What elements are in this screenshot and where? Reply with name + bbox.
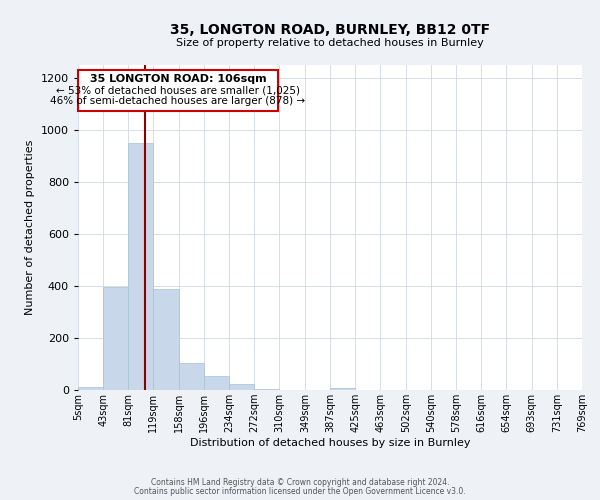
- X-axis label: Distribution of detached houses by size in Burnley: Distribution of detached houses by size …: [190, 438, 470, 448]
- Bar: [229, 384, 254, 390]
- Y-axis label: Number of detached properties: Number of detached properties: [25, 140, 35, 315]
- Bar: [128, 143, 153, 390]
- FancyBboxPatch shape: [78, 70, 278, 110]
- Text: Contains public sector information licensed under the Open Government Licence v3: Contains public sector information licen…: [134, 487, 466, 496]
- Text: 35, LONGTON ROAD, BURNLEY, BB12 0TF: 35, LONGTON ROAD, BURNLEY, BB12 0TF: [170, 22, 490, 36]
- Text: Size of property relative to detached houses in Burnley: Size of property relative to detached ho…: [176, 38, 484, 48]
- Bar: [204, 376, 229, 390]
- Text: ← 53% of detached houses are smaller (1,025): ← 53% of detached houses are smaller (1,…: [56, 86, 300, 96]
- Bar: [330, 388, 355, 390]
- Bar: [103, 288, 128, 390]
- Bar: [179, 362, 204, 390]
- Bar: [78, 388, 103, 390]
- Bar: [254, 388, 279, 390]
- Text: Contains HM Land Registry data © Crown copyright and database right 2024.: Contains HM Land Registry data © Crown c…: [151, 478, 449, 487]
- Text: 35 LONGTON ROAD: 106sqm: 35 LONGTON ROAD: 106sqm: [89, 74, 266, 85]
- Text: 46% of semi-detached houses are larger (878) →: 46% of semi-detached houses are larger (…: [50, 96, 305, 106]
- Bar: [154, 288, 179, 390]
